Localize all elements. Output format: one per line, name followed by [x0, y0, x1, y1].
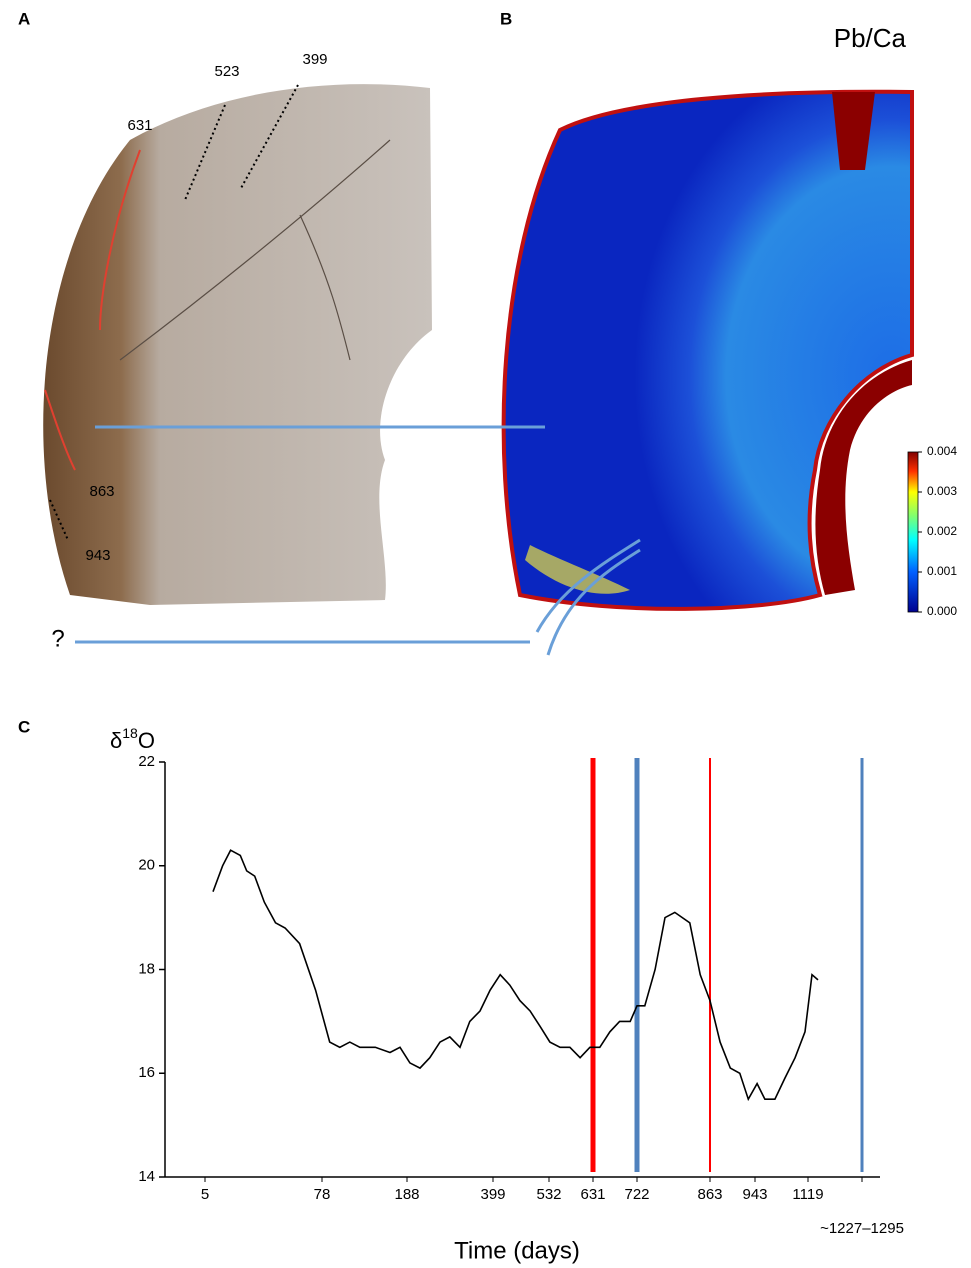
heatmap-rim: [832, 92, 875, 170]
annotation: 399: [302, 51, 327, 68]
heatmap-hotspot: [525, 545, 630, 594]
colorbar-label: 0.001: [927, 564, 957, 578]
y-tick-label: 16: [138, 1064, 155, 1081]
x-axis-label: Time (days): [454, 1237, 580, 1264]
colorbar-label: 0.002: [927, 524, 957, 538]
x-tick-label: 188: [394, 1186, 419, 1203]
y-tick-label: 18: [138, 960, 155, 977]
connector: [75, 425, 641, 656]
annotation: 863: [89, 483, 114, 500]
dotted-line: [49, 84, 299, 541]
panel-label: A: [18, 9, 30, 28]
x-tick-label: 943: [742, 1186, 767, 1203]
y-tick-label: 20: [138, 857, 155, 874]
x-tick-label: 1119: [792, 1186, 823, 1203]
colorbar-label: 0.004: [927, 444, 957, 458]
panel-label: B: [500, 9, 512, 28]
panel-label: C: [18, 717, 30, 736]
x-tick-label: 631: [580, 1186, 605, 1203]
x-tick-label: 863: [697, 1186, 722, 1203]
annotation: 943: [85, 547, 110, 564]
y-label-sup: 18: [122, 725, 138, 741]
x-tick-label: 532: [536, 1186, 561, 1203]
shell-photo: [43, 84, 432, 606]
x-tick-label: 399: [480, 1186, 505, 1203]
crack: [119, 139, 391, 361]
y-label-part: δ: [110, 728, 122, 753]
x-tick-label: 722: [624, 1186, 649, 1203]
colorbar-label: 0.003: [927, 484, 957, 498]
question-mark: ?: [51, 625, 64, 652]
colorbar-label: 0.000: [927, 604, 957, 618]
growth-line: [44, 149, 141, 471]
panel-title: Pb/Ca: [834, 23, 907, 53]
y-axis-label: δ18O: [110, 725, 155, 753]
heatmap-rim: [815, 360, 912, 595]
heatmap: [501, 89, 914, 611]
x-tick-label: 5: [201, 1186, 209, 1203]
data-line: [212, 849, 819, 1102]
x-tick-label: 78: [314, 1186, 331, 1203]
y-label-part: O: [138, 728, 155, 753]
y-tick-label: 14: [138, 1168, 155, 1185]
annotation: 631: [127, 117, 152, 134]
annotation: 523: [214, 63, 239, 80]
y-tick-label: 22: [138, 753, 155, 770]
colorbar-axis: 0.004 0.003 0.002 0.001 0.000: [918, 444, 957, 618]
x-tick-label: ~1227–1295: [820, 1220, 904, 1237]
colorbar: [907, 451, 919, 613]
